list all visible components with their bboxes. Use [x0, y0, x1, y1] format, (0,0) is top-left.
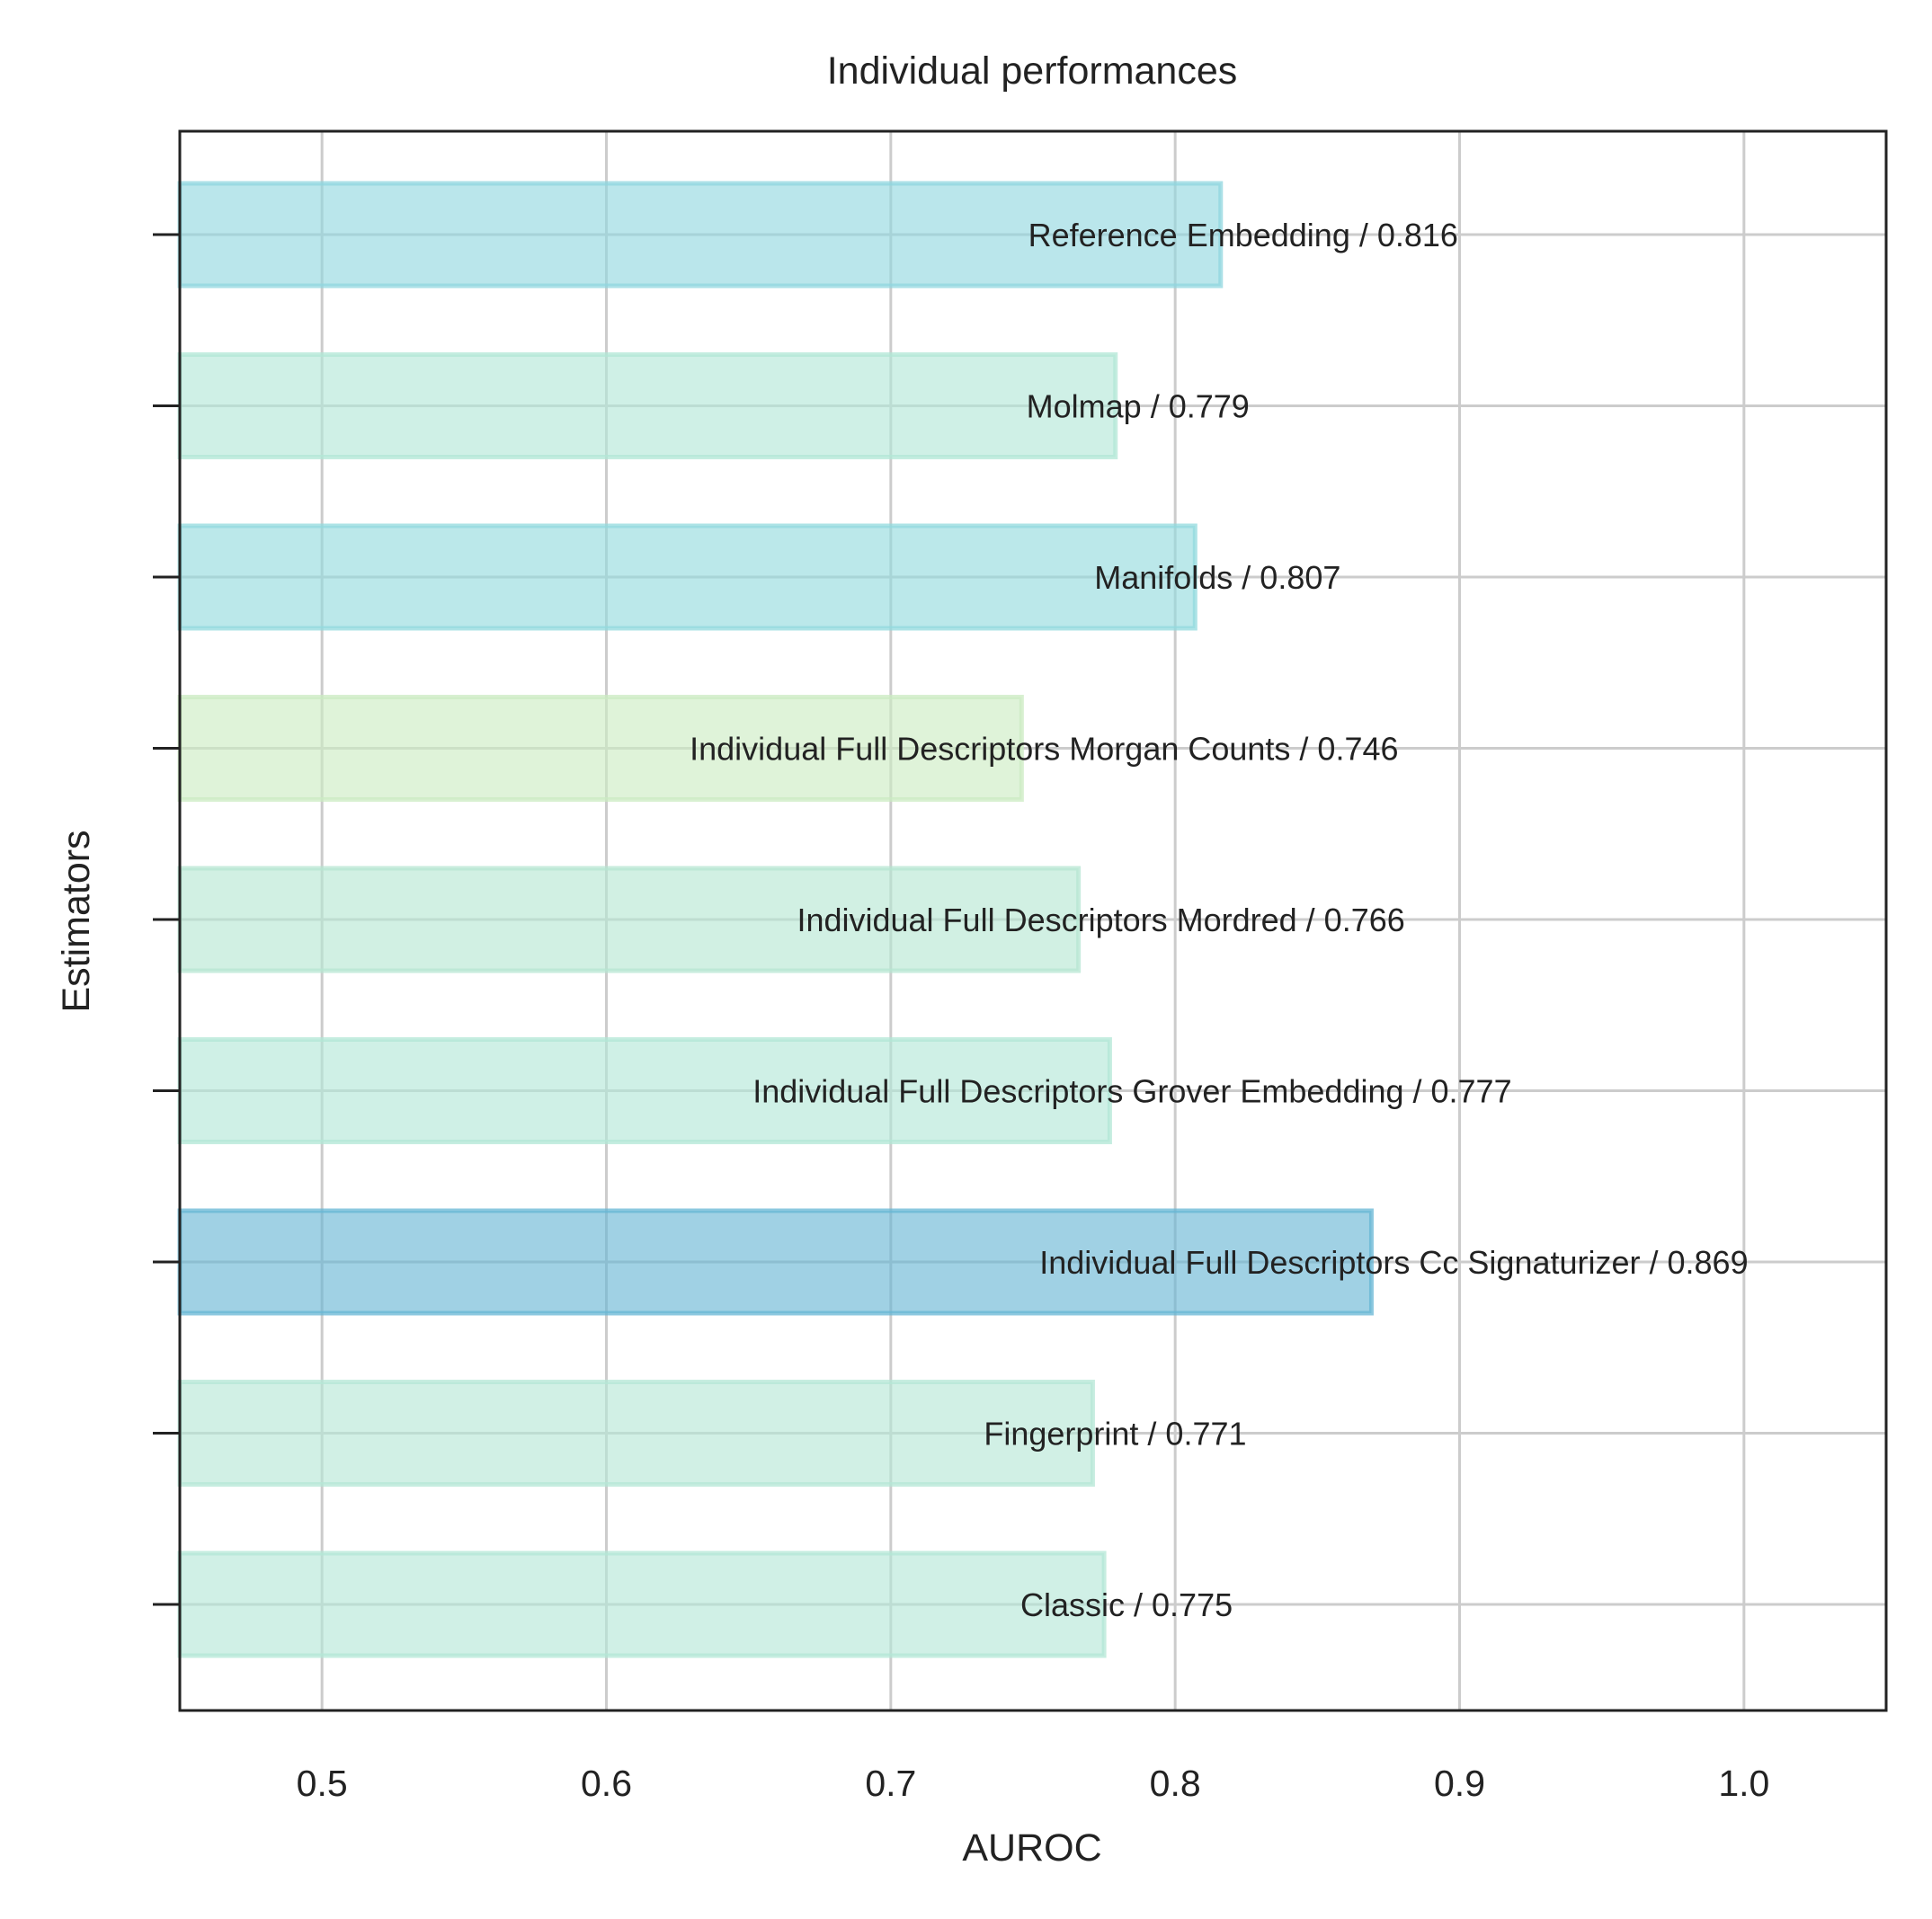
bar-label: Fingerprint / 0.771 [984, 1416, 1246, 1453]
bar-label: Individual Full Descriptors Cc Signaturi… [1039, 1244, 1748, 1281]
bar [177, 1208, 1374, 1316]
bar [177, 1550, 1107, 1658]
y-ticks [153, 233, 180, 1606]
y-axis-label: Estimators [55, 830, 98, 1012]
bar-label: Reference Embedding / 0.816 [1028, 217, 1458, 253]
x-tick-label: 0.8 [1150, 1763, 1201, 1804]
bar [177, 1037, 1112, 1144]
bar-labels: Reference Embedding / 0.816 Molmap / 0.77… [690, 217, 1748, 1623]
bar [177, 695, 1024, 802]
bar-label: Individual Full Descriptors Grover Embed… [752, 1073, 1511, 1110]
bar-label: Individual Full Descriptors Mordred / 0.… [797, 902, 1404, 938]
bar [177, 523, 1197, 631]
x-tick-label: 1.0 [1718, 1763, 1769, 1804]
x-axis-label: AUROC [962, 1826, 1101, 1870]
bar [177, 866, 1082, 973]
bar-label: Molmap / 0.779 [1027, 388, 1250, 425]
x-tick-label: 0.5 [297, 1763, 348, 1804]
bar [177, 352, 1118, 459]
x-tick-label: 0.7 [865, 1763, 916, 1804]
bar-label: Manifolds / 0.807 [1094, 559, 1340, 596]
bar-label: Individual Full Descriptors Morgan Count… [690, 731, 1398, 768]
x-ticks: 0.5 0.6 0.7 0.8 0.9 1.0 [297, 1763, 1770, 1804]
x-tick-label: 0.9 [1434, 1763, 1485, 1804]
chart-title: Individual performances [827, 49, 1238, 93]
bars [177, 181, 1374, 1658]
x-tick-label: 0.6 [581, 1763, 632, 1804]
bar [177, 1380, 1095, 1487]
bar-label: Classic / 0.775 [1020, 1586, 1233, 1623]
